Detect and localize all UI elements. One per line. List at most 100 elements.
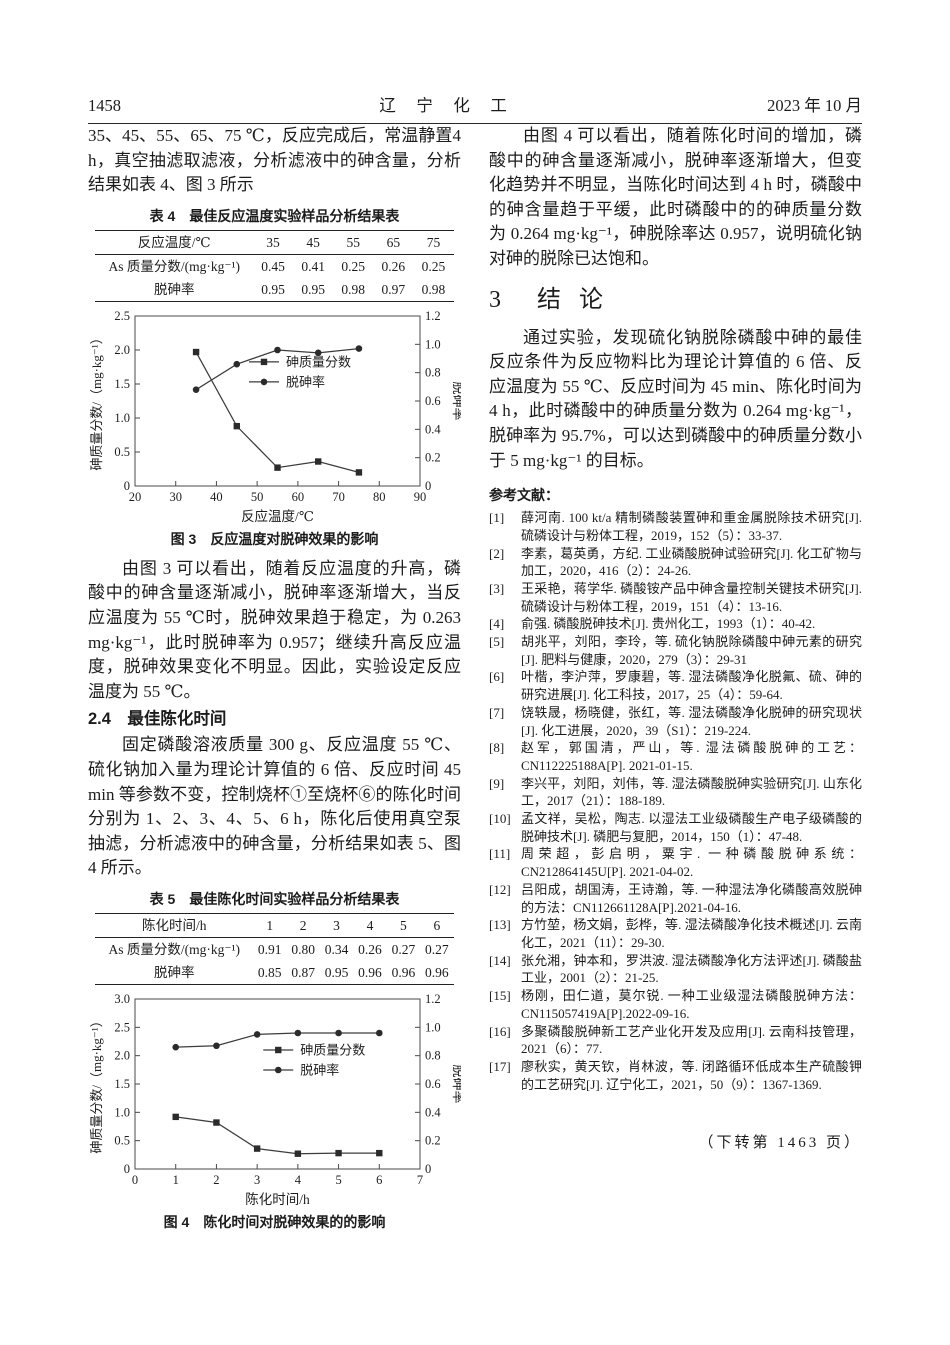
svg-text:40: 40	[210, 490, 223, 504]
table-cell: 55	[333, 230, 374, 255]
table-cell: 4	[353, 913, 387, 938]
reference-text: 多聚磷酸脱砷新工艺产业化开发及应用[J]. 云南科技管理，2021（6）：77.	[521, 1023, 862, 1057]
svg-text:砷质量分数/（mg·kg⁻¹）: 砷质量分数/（mg·kg⁻¹）	[89, 1014, 104, 1153]
table-cell: 0.41	[301, 258, 325, 274]
table-cell: 0.87	[291, 964, 315, 980]
reference-number: [3]	[489, 580, 505, 596]
svg-text:5: 5	[335, 1173, 341, 1187]
reference-text: 廖秋实，黄天钦，肖林波，等. 闭路循环低成本生产硫酸钾的工艺研究[J]. 辽宁化…	[521, 1058, 862, 1092]
svg-text:1.2: 1.2	[425, 992, 441, 1006]
row-label: 脱砷率	[153, 281, 195, 297]
svg-text:0.6: 0.6	[425, 394, 441, 408]
table-row: 反应温度/℃ 35 45 55 65 75	[95, 230, 454, 255]
svg-text:反应温度/℃: 反应温度/℃	[241, 508, 314, 524]
reference-number: [17]	[489, 1058, 511, 1074]
svg-text:0.2: 0.2	[425, 1134, 441, 1148]
svg-text:1: 1	[173, 1173, 179, 1187]
reference-number: [14]	[489, 952, 511, 968]
reference-text: 孟文祥，吴松，陶志. 以湿法工业级磷酸生产电子级磷酸的脱砷技术[J]. 磷肥与复…	[521, 811, 862, 844]
reference-text: 吕阳成，胡国涛，王诗瀚，等. 一种湿法净化磷酸高效脱砷的方法：CN1126611…	[521, 881, 862, 915]
reference-item: [1] 薛河南. 100 kt/a 精制磷酸装置砷和重金属脱除技术研究[J]. 硫…	[489, 509, 862, 544]
table-cell: 0.95	[301, 281, 325, 297]
table5-caption: 表 5 最佳陈化时间实验样品分析结果表	[149, 890, 400, 907]
reference-number: [12]	[489, 881, 511, 897]
reference-number: [8]	[489, 740, 505, 756]
continuation-note: （下转第 1463 页）	[698, 1135, 862, 1152]
reference-text: 赵军，郭国清，严山，等. 湿法磷酸脱砷的工艺：CN112225188A[P]. …	[521, 740, 862, 773]
page-number: 1458	[88, 96, 121, 115]
reference-text: 杨刚，田仁道，莫尔锐. 一种工业级湿法磷酸脱砷方法：CN115057419A[P…	[521, 988, 862, 1021]
svg-text:80: 80	[373, 490, 386, 504]
svg-text:20: 20	[129, 490, 142, 504]
figure4-caption: 图 4 陈化时间对脱砷效果的的影响	[163, 1213, 386, 1230]
table-cell: 0.25	[341, 258, 366, 274]
table-cell: 1	[253, 913, 287, 938]
svg-text:2.5: 2.5	[114, 1020, 130, 1034]
table4-caption: 表 4 最佳反应温度实验样品分析结果表	[149, 207, 400, 224]
table-row: As 质量分数/(mg·kg⁻¹) 0.91 0.80 0.34 0.26 0.27 0.2…	[95, 937, 453, 961]
svg-text:2.0: 2.0	[114, 343, 130, 357]
table-cell: 0.97	[381, 281, 406, 297]
table-cell: 0.91	[257, 941, 282, 957]
figure4: 0 1 2 3 4 5 6 7 0 0.5 1.0 1.5 2.0 2.5 3.0 0 0.2 0.4 0.6 0.8…	[88, 989, 461, 1232]
reference-number: [7]	[489, 704, 505, 720]
reference-item: [13] 方竹堃，杨文娟，彭桦，等. 湿法磷酸净化技术概述[J]. 云南化工，20…	[489, 916, 862, 951]
svg-text:脱砷率: 脱砷率	[286, 374, 325, 389]
reference-number: [10]	[489, 811, 511, 827]
table-cell: 6	[420, 913, 454, 938]
svg-text:0.6: 0.6	[425, 1077, 441, 1091]
paragraph: 由图 4 可以看出，随着陈化时间的增加，磷酸中的砷含量逐渐减小，脱砷率逐渐增大，…	[489, 126, 862, 268]
svg-text:2: 2	[213, 1173, 219, 1187]
reference-item: [9] 李兴平，刘阳，刘伟，等. 湿法磷酸脱砷实验研究[J]. 山东化工，2017…	[489, 775, 862, 810]
svg-text:2.5: 2.5	[114, 309, 130, 323]
reference-text: 胡兆平，刘阳，李玲，等. 硫化钠脱除磷酸中砷元素的研究[J]. 肥料与健康，20…	[521, 634, 862, 667]
svg-text:1.0: 1.0	[114, 1105, 130, 1119]
references-heading: 参考文献：	[489, 487, 559, 504]
svg-text:0: 0	[124, 479, 130, 493]
table-cell: 0.96	[391, 964, 416, 980]
svg-text:0.8: 0.8	[425, 365, 441, 379]
svg-text:脱砷率: 脱砷率	[300, 1062, 339, 1077]
reference-item: [8] 赵军，郭国清，严山，等. 湿法磷酸脱砷的工艺：CN112225188A[P…	[489, 739, 862, 774]
table-cell: 0.80	[291, 941, 315, 957]
table-cell: 0.45	[261, 258, 285, 274]
reference-item: [11] 周荣超，彭启明，粟宇. 一种磷酸脱砷系统：CN212864145U[P]…	[489, 845, 862, 880]
reference-text: 俞强. 磷酸脱砷技术[J]. 贵州化工，1993（1）：40-42.	[521, 616, 816, 632]
row-label: As 质量分数/(mg·kg⁻¹)	[108, 941, 240, 957]
svg-text:0.8: 0.8	[425, 1049, 441, 1063]
page-header: 1458 辽 宁 化 工 2023 年 10 月	[88, 92, 862, 124]
reference-item: [16] 多聚磷酸脱砷新工艺产业化开发及应用[J]. 云南科技管理，2021（6）…	[489, 1023, 862, 1058]
reference-item: [6] 叶楷，李沪萍，罗康碧，等. 湿法磷酸净化脱氟、硫、砷的研究进展[J]. 化…	[489, 668, 862, 703]
reference-text: 叶楷，李沪萍，罗康碧，等. 湿法磷酸净化脱氟、硫、砷的研究进展[J]. 化工科技…	[521, 669, 862, 703]
svg-text:1.2: 1.2	[425, 309, 441, 323]
svg-text:0: 0	[425, 1162, 431, 1176]
reference-item: [7] 饶轶晟，杨晓健，张红，等. 湿法磷酸净化脱砷的研究现状[J]. 化工进展，…	[489, 704, 862, 739]
table-cell: 3	[319, 913, 354, 938]
row-label: As 质量分数/(mg·kg⁻¹)	[108, 258, 240, 274]
svg-text:3.0: 3.0	[114, 992, 130, 1006]
svg-text:1.5: 1.5	[114, 377, 130, 391]
row-label: 陈化时间/h	[95, 913, 253, 938]
svg-text:3: 3	[254, 1173, 260, 1187]
table-cell: 65	[373, 230, 414, 255]
table-cell: 5	[386, 913, 421, 938]
table-cell: 35	[253, 230, 294, 255]
svg-text:0.5: 0.5	[114, 445, 130, 459]
table-cell: 0.98	[421, 281, 446, 297]
reference-item: [3] 王采艳，蒋学华. 磷酸铵产品中砷含量控制关键技术研究[J]. 硫磷设计与粉…	[489, 580, 862, 615]
svg-text:1.0: 1.0	[425, 1020, 441, 1034]
issue-date: 2023 年 10 月	[767, 96, 862, 115]
section-heading-conclusion: 3 结 论	[489, 286, 609, 313]
reference-text: 方竹堃，杨文娟，彭桦，等. 湿法磷酸净化技术概述[J]. 云南化工，2021（1…	[521, 917, 862, 950]
paragraph: 固定磷酸溶液质量 300 g、反应温度 55 ℃、硫化钠加入量为理论计算值的 6…	[88, 735, 461, 878]
svg-text:7: 7	[417, 1173, 423, 1187]
reference-text: 李素，葛英勇，方纪. 工业磷酸脱砷试验研究[J]. 化工矿物与加工，2020，4…	[521, 545, 862, 579]
table5: 陈化时间/h 1 2 3 4 5 6 As 质量分数/(mg·kg⁻¹) 0.91 0.80 0.3…	[95, 912, 454, 985]
table-row: 陈化时间/h 1 2 3 4 5 6	[95, 913, 454, 938]
svg-text:砷质量分数: 砷质量分数	[286, 354, 351, 369]
figure3: 20 30 40 50 60 70 80 90 0 0.5 1.0 1.5 2.0 2.5 0 0.2 0.4 0…	[88, 306, 461, 549]
paragraph: 通过实验，发现硫化钠脱除磷酸中砷的最佳反应条件为反应物料比为理论计算值的 6 倍…	[489, 327, 862, 470]
reference-number: [11]	[489, 846, 511, 862]
svg-text:0: 0	[124, 1162, 130, 1176]
